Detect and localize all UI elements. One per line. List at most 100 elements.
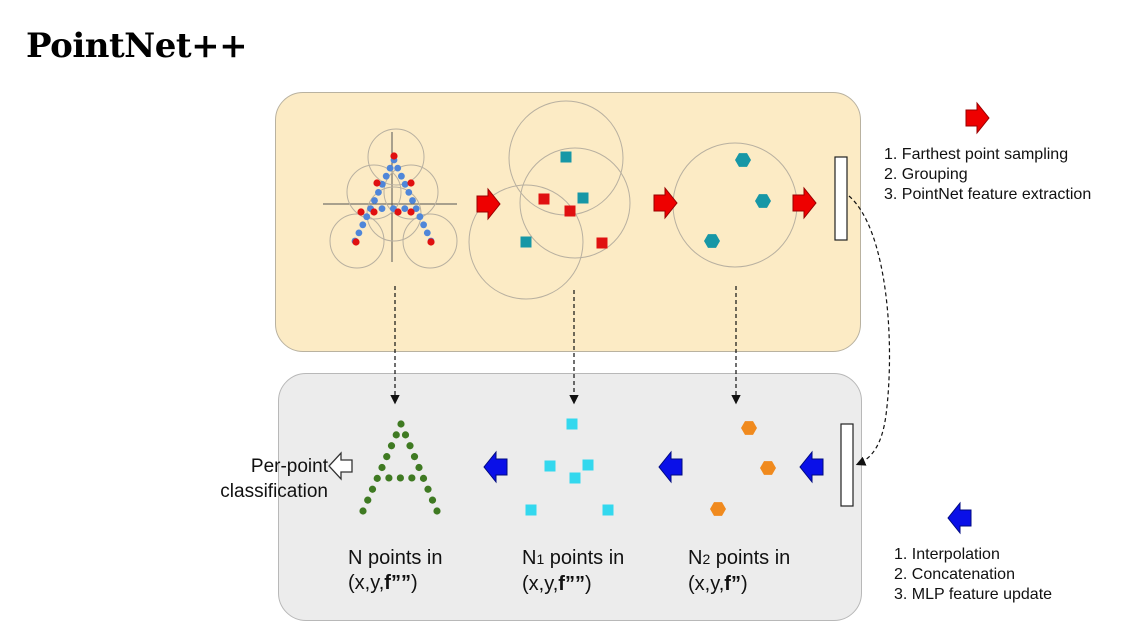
output-point — [385, 474, 393, 482]
decoder-step: 1. Interpolation — [894, 546, 1000, 563]
output-point — [373, 474, 381, 482]
output-point — [401, 431, 410, 439]
page-title: PointNet++ — [26, 26, 248, 66]
output-point — [428, 496, 437, 504]
level2-grouping-circle — [672, 142, 798, 268]
blue-arrow-icon — [658, 450, 683, 484]
sampled-point — [394, 208, 402, 216]
upsampled-level1-point — [525, 504, 537, 516]
input-point — [359, 221, 367, 229]
red-arrow-icon — [965, 101, 990, 135]
input-point — [401, 205, 409, 213]
upsampled-level1-point — [602, 504, 614, 516]
output-point — [415, 463, 423, 472]
red-arrow-icon — [653, 186, 678, 220]
input-point — [378, 180, 386, 188]
blue-arrow-icon — [799, 450, 824, 484]
encoder-step: 2. Grouping — [884, 166, 968, 183]
sampled-point — [352, 238, 360, 246]
global-feature-bar-encoder — [834, 156, 848, 241]
input-point — [378, 205, 386, 213]
output-point — [396, 474, 404, 482]
classification-label-line: Per-point — [250, 456, 328, 477]
level1-point — [564, 205, 576, 217]
upsampled-level2-points — [710, 421, 776, 516]
upsampled-level1-points — [525, 418, 614, 516]
input-point — [412, 205, 420, 213]
output-point — [406, 442, 414, 450]
level1-point — [538, 193, 550, 205]
upsampled-level1-point — [582, 459, 594, 471]
skip-connections — [390, 195, 891, 466]
input-point — [401, 180, 409, 188]
hollow-arrow-icon — [328, 451, 353, 481]
output-point — [419, 474, 428, 482]
blue-arrow-icon — [947, 501, 972, 535]
input-point — [371, 197, 378, 204]
input-point — [363, 213, 371, 221]
input-point — [420, 221, 427, 229]
input-point — [375, 189, 382, 196]
level1-feature-points — [520, 151, 608, 249]
point-set-label-n2: N2 points in (x,y,f”) — [688, 547, 791, 595]
input-point — [386, 164, 394, 172]
upsampled-level1-point — [566, 418, 578, 430]
upsampled-level2-point — [741, 421, 757, 435]
level1-point — [596, 237, 608, 249]
input-point — [405, 189, 413, 196]
output-point — [378, 463, 386, 472]
level2-point — [704, 234, 720, 248]
input-point-cloud — [351, 156, 435, 245]
upsampled-level1-point — [544, 460, 556, 472]
sampled-point — [407, 208, 415, 216]
decoder-panel — [278, 373, 862, 621]
level1-point — [560, 151, 572, 163]
input-point — [409, 197, 416, 204]
encoder-step: 1. Farthest point sampling — [884, 146, 1069, 163]
sampled-point — [357, 208, 365, 216]
input-point — [423, 229, 431, 237]
classification-label-line: classification — [220, 481, 328, 502]
level1-point — [577, 192, 589, 204]
point-set-label-n1: N1 points in (x,y,f””) — [522, 547, 625, 595]
output-point — [392, 431, 400, 439]
sampled-point — [427, 238, 435, 246]
output-point — [387, 442, 396, 450]
sampled-point — [407, 179, 415, 187]
output-point — [408, 474, 416, 482]
blue-arrow-icon — [483, 450, 508, 484]
input-point — [382, 172, 390, 180]
output-point — [364, 496, 372, 504]
level1-point — [520, 236, 532, 248]
input-grouping-circles — [329, 128, 458, 269]
input-point — [355, 229, 363, 237]
level2-point — [735, 153, 751, 167]
upsampled-level1-point — [569, 472, 581, 484]
upsampled-level2-point — [710, 502, 726, 516]
output-point — [433, 507, 441, 515]
level2-feature-points — [704, 153, 771, 248]
global-feature-bar-decoder — [840, 423, 854, 507]
output-point — [359, 507, 367, 515]
upsampled-level2-point — [760, 461, 776, 475]
sampled-centroids — [352, 152, 435, 246]
decoder-step: 2. Concatenation — [894, 566, 1015, 583]
segmented-output-points — [359, 420, 441, 515]
output-point — [368, 485, 377, 493]
output-point — [424, 485, 432, 493]
red-arrow-icon — [476, 187, 501, 221]
sampled-point — [370, 208, 378, 216]
input-point — [394, 164, 402, 172]
encoder-step: 3. PointNet feature extraction — [884, 186, 1092, 203]
decoder-step: 3. MLP feature update — [894, 586, 1053, 603]
sampled-point — [390, 152, 398, 160]
classification-label: Per-point classification — [214, 454, 328, 504]
input-point — [398, 172, 405, 180]
sampled-point — [373, 179, 381, 187]
decoder-step-list: 1. Interpolation 2. Concatenation 3. MLP… — [894, 545, 1052, 605]
red-arrow-icon — [792, 186, 817, 220]
level2-point — [755, 194, 771, 208]
output-point — [410, 453, 419, 461]
input-point — [416, 213, 424, 221]
